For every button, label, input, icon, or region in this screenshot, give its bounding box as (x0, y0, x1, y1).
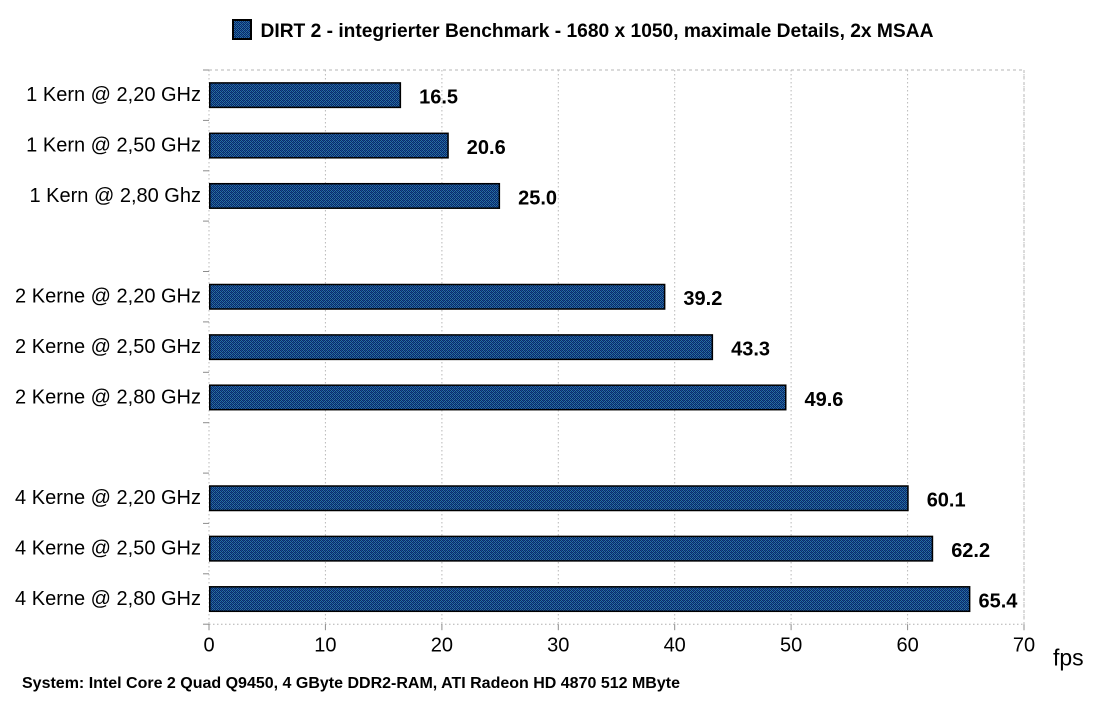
svg-text:4 Kerne @ 2,80 GHz: 4 Kerne @ 2,80 GHz (15, 588, 201, 610)
svg-text:fps: fps (1053, 645, 1084, 671)
svg-text:4 Kerne @ 2,50 GHz: 4 Kerne @ 2,50 GHz (15, 538, 201, 560)
svg-text:50: 50 (780, 635, 802, 657)
svg-text:62.2: 62.2 (951, 540, 990, 562)
svg-text:49.6: 49.6 (805, 389, 844, 411)
svg-text:0: 0 (203, 635, 214, 657)
svg-text:39.2: 39.2 (683, 288, 722, 310)
svg-text:60.1: 60.1 (927, 490, 966, 512)
svg-text:System: Intel Core 2 Quad Q945: System: Intel Core 2 Quad Q9450, 4 GByte… (22, 675, 680, 692)
svg-text:1 Kern @ 2,80 Ghz: 1 Kern @ 2,80 Ghz (29, 185, 201, 207)
svg-text:10: 10 (314, 635, 336, 657)
svg-text:43.3: 43.3 (731, 339, 770, 361)
svg-text:2 Kerne @ 2,50 GHz: 2 Kerne @ 2,50 GHz (15, 336, 201, 358)
svg-text:70: 70 (1013, 635, 1035, 657)
svg-text:DIRT 2 - integrierter Benchmar: DIRT 2 - integrierter Benchmark - 1680 x… (261, 21, 934, 42)
svg-text:20.6: 20.6 (467, 137, 506, 159)
svg-text:65.4: 65.4 (979, 591, 1019, 613)
svg-text:1 Kern @ 2,20 GHz: 1 Kern @ 2,20 GHz (26, 84, 201, 106)
svg-text:60: 60 (896, 635, 918, 657)
svg-text:2 Kerne @ 2,80 GHz: 2 Kerne @ 2,80 GHz (15, 387, 201, 409)
svg-text:16.5: 16.5 (419, 87, 458, 109)
svg-text:40: 40 (664, 635, 686, 657)
svg-text:25.0: 25.0 (518, 188, 557, 210)
svg-text:20: 20 (431, 635, 453, 657)
svg-text:2 Kerne @ 2,20 GHz: 2 Kerne @ 2,20 GHz (15, 286, 201, 308)
svg-text:30: 30 (547, 635, 569, 657)
svg-text:1 Kern @ 2,50 GHz: 1 Kern @ 2,50 GHz (26, 135, 201, 157)
svg-text:4 Kerne @ 2,20 GHz: 4 Kerne @ 2,20 GHz (15, 487, 201, 509)
